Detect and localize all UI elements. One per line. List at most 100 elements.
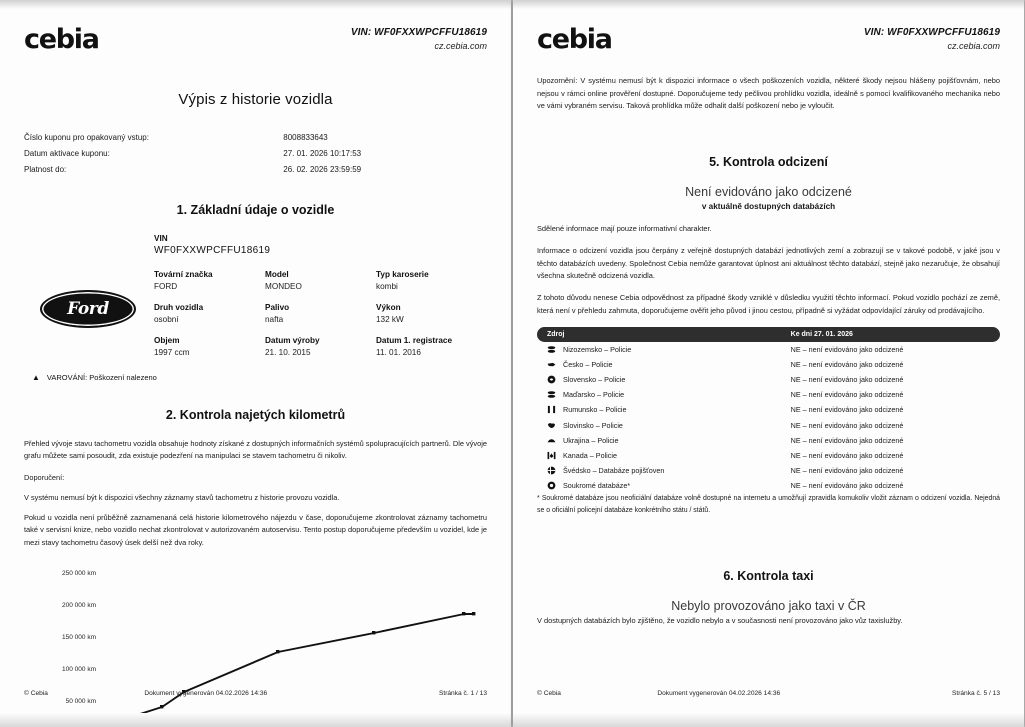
source-status: NE – není evidováno jako odcizené	[790, 359, 904, 369]
page-bottom-edge	[513, 713, 1024, 727]
header-site-url: cz.cebia.com	[434, 40, 487, 51]
spec-fuel: Palivo nafta	[265, 302, 376, 326]
chart-y-axis-labels: 250 000 km 200 000 km 150 000 km 100 000…	[62, 570, 96, 727]
ytick-label-100000: 100 000 km	[62, 666, 96, 673]
section-5-heading: 5. Kontrola odcizení	[709, 155, 828, 170]
theft-info-paragraph-3: Z tohoto důvodu nenese Cebia odpovědnost…	[537, 293, 1000, 315]
footer-copyright: © Cebia	[24, 690, 48, 697]
table-row: Soukromé databáze* NE – není evidováno j…	[537, 478, 1000, 493]
page-header: cebia VIN: WF0FXXWPCFFU18619 cz.cebia.co…	[537, 16, 1000, 53]
flag-ukraine-icon	[547, 436, 556, 445]
header-vin: VIN: WF0FXXWPCFFU18619	[863, 27, 1000, 38]
page-footer: © Cebia Dokument vygenerován 04.02.2026 …	[24, 690, 487, 697]
table-row: Ukrajina – Policie NE – není evidováno j…	[537, 433, 1000, 448]
flag-romania-icon	[547, 405, 556, 414]
data-point	[372, 630, 376, 635]
spec-model-label: Model	[265, 270, 289, 280]
header-vin: VIN: WF0FXXWPCFFU18619	[350, 27, 487, 38]
source-status: NE – není evidováno jako odcizené	[790, 451, 904, 461]
damage-warning: ▲ VAROVÁNÍ: Poškození nalezeno	[24, 373, 487, 382]
source-name: Nizozemsko – Policie	[563, 344, 632, 354]
spec-fuel-label: Palivo	[265, 303, 290, 313]
ytick-label-250000: 250 000 km	[62, 570, 96, 577]
table-row: Kanada – Policie NE – není evidováno jak…	[537, 448, 1000, 463]
section-1-heading: 1. Základní údaje o vozidle	[176, 203, 335, 218]
header-site-url: cz.cebia.com	[947, 40, 1000, 51]
data-point	[182, 689, 186, 694]
validity-value: 26. 02. 2026 23:59:59	[283, 164, 362, 174]
source-name: Česko – Policie	[563, 359, 613, 369]
spec-power: Výkon 132 kW	[376, 302, 487, 326]
spec-body: Typ karoserie kombi	[376, 269, 487, 293]
page-top-edge	[513, 0, 1024, 9]
source-name: Slovensko – Policie	[563, 375, 626, 385]
theft-info-paragraph-1: Sdělené informace mají pouze informativn…	[537, 224, 712, 234]
column-header-source: Zdroj	[547, 330, 565, 338]
source-name: Soukromé databáze*	[563, 481, 631, 491]
recommendation-paragraph-1: V systému nemusí být k dispozici všechny…	[24, 492, 340, 502]
ford-logo-text: Ford	[67, 298, 109, 319]
source-name: Maďarsko – Policie	[563, 390, 625, 400]
footer-copyright: © Cebia	[537, 690, 561, 697]
coupon-number-label: Číslo kuponu pro opakovaný vstup:	[24, 133, 149, 143]
spec-fuel-value: nafta	[265, 314, 284, 324]
coupon-info-table: Číslo kuponu pro opakovaný vstup: 800883…	[24, 130, 487, 177]
vin-value: WF0FXXWPCFFU18619	[154, 245, 271, 257]
header-vin-block: VIN: WF0FXXWPCFFU18619 cz.cebia.com	[351, 26, 487, 52]
page-header: cebia VIN: WF0FXXWPCFFU18619 cz.cebia.co…	[24, 16, 487, 53]
coupon-number-value: 8008833643	[283, 133, 328, 143]
column-header-date: Ke dni 27. 01. 2026	[790, 330, 853, 338]
recommendation-paragraph-2: Pokud u vozidla není průběžně zaznamenan…	[24, 512, 487, 547]
database-icon	[547, 481, 556, 490]
spec-volume-label: Objem	[154, 335, 180, 345]
source-name: Slovinsko – Policie	[563, 420, 623, 430]
table-row: Datum aktivace kuponu: 27. 01. 2026 10:1…	[24, 146, 487, 162]
mileage-series-points	[100, 611, 476, 727]
section-2-heading: 2. Kontrola najetých kilometrů	[165, 407, 346, 422]
section-6-heading: 6. Kontrola taxi	[723, 568, 814, 583]
flag-canada-icon	[547, 451, 556, 460]
flag-sweden-icon	[547, 466, 556, 475]
source-status: NE – není evidováno jako odcizené	[790, 405, 904, 415]
vin-block: VIN WF0FXXWPCFFU18619	[154, 233, 487, 256]
data-point	[276, 649, 280, 654]
ford-oval-icon: Ford	[40, 289, 136, 328]
page-title: Výpis z historie vozidla	[178, 91, 333, 108]
vehicle-spec-grid: Tovární značka FORD Model MONDEO Typ kar…	[154, 269, 487, 358]
flag-slovenia-icon	[547, 421, 556, 430]
cebia-logo: cebia	[537, 24, 613, 55]
flag-slovakia-icon	[547, 375, 556, 384]
mileage-intro-paragraph: Přehled vývoje stavu tachometru vozidla …	[24, 438, 487, 461]
spec-volume: Objem 1997 ccm	[154, 335, 265, 359]
document-page-5: cebia VIN: WF0FXXWPCFFU18619 cz.cebia.co…	[513, 0, 1024, 727]
validity-label: Platnost do:	[24, 164, 67, 174]
header-vin-block: VIN: WF0FXXWPCFFU18619 cz.cebia.com	[864, 26, 1000, 52]
spec-body-value: kombi	[376, 282, 398, 292]
spec-body-label: Typ karoserie	[376, 270, 429, 280]
footer-generated: Dokument vygenerován 04.02.2026 14:36	[657, 690, 781, 697]
spec-manufacture-value: 21. 10. 2015	[265, 347, 311, 357]
source-status: NE – není evidováno jako odcizené	[790, 390, 904, 400]
data-point	[160, 704, 164, 709]
spec-type-label: Druh vozidla	[154, 303, 204, 313]
source-name: Kanada – Policie	[563, 451, 617, 461]
mileage-chart: 250 000 km 200 000 km 150 000 km 100 000…	[24, 564, 487, 727]
warning-triangle-icon: ▲	[32, 372, 40, 382]
table-row: Platnost do: 26. 02. 2026 23:59:59	[24, 162, 487, 178]
source-status: NE – není evidováno jako odcizené	[790, 420, 904, 430]
spec-brand-label: Tovární značka	[154, 270, 213, 280]
page-bottom-edge	[0, 713, 511, 727]
footer-page-number: Stránka č. 1 / 13	[438, 690, 487, 697]
theft-result-note: v aktuálně dostupných databázích	[701, 202, 836, 212]
table-row: Švédsko – Databáze pojišťoven NE – není …	[537, 463, 1000, 478]
ytick-label-200000: 200 000 km	[62, 602, 96, 609]
theft-sources-table: Zdroj Ke dni 27. 01. 2026 Nizozemsko – P…	[537, 326, 1000, 494]
table-row: Slovensko – Policie NE – není evidováno …	[537, 372, 1000, 387]
private-database-footnote: * Soukromé databáze jsou neoficiální dat…	[537, 495, 1000, 515]
spec-manufacture-date: Datum výroby 21. 10. 2015	[265, 335, 376, 359]
page-footer: © Cebia Dokument vygenerován 04.02.2026 …	[537, 690, 1000, 697]
taxi-result: Nebylo provozováno jako taxi v ČR	[671, 598, 866, 613]
activation-date-label: Datum aktivace kuponu:	[24, 149, 110, 159]
vin-label: VIN	[154, 234, 168, 244]
flag-czechia-icon	[547, 360, 556, 369]
